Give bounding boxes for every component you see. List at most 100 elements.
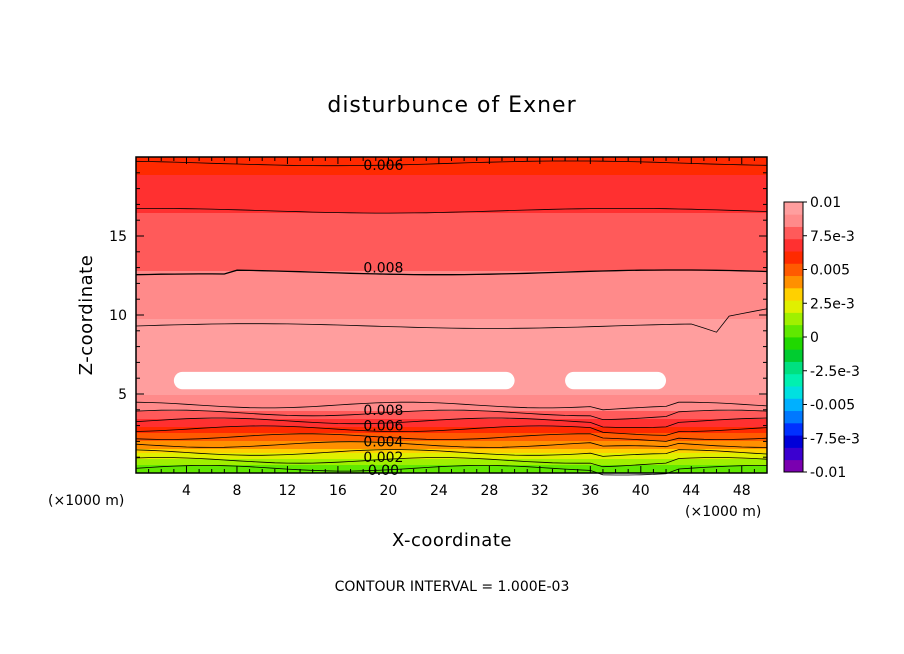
colorbar-swatch [784,287,803,301]
contour-band [136,463,767,466]
contour-band [136,353,767,356]
colorbar-swatch [784,410,803,424]
above-range-patches [173,371,667,390]
contour-band [136,313,767,316]
contour-band [136,291,767,294]
contour-band [136,189,767,192]
contour-line [135,160,768,167]
contour-band [136,367,767,370]
contour-band [136,451,767,454]
contour-band [136,363,767,366]
contour-band [136,263,767,266]
contour-band [136,287,767,290]
contour-line [135,465,767,476]
contour-band [136,221,767,224]
contour-band [136,345,767,348]
contour-band [136,349,767,352]
contour-band [136,401,767,404]
chart-title: disturbunce of Exner [327,93,576,118]
contour-band [136,395,767,398]
contour-band [136,217,767,220]
colorbar-swatch [784,300,803,313]
x-tick-label: 20 [379,483,397,499]
x-tick-label: 4 [182,483,191,499]
contour-label: 0.006 [363,158,403,174]
above-range-patch [173,371,515,390]
contour-band [136,323,767,326]
contour-band [136,243,767,246]
x-axis-ticks: 4 8 12 16 20 24 28 32 36 40 44 48 [148,157,755,499]
colorbar-labels: 0.01 7.5e-3 0.005 2.5e-3 0 -2.5e-3 -0.005 -7.5e… [803,195,860,481]
contour-band [136,295,767,298]
contour-band [136,307,767,310]
contour-band [136,405,767,408]
contour-band [136,359,767,362]
contour-band [136,173,767,176]
colorbar-swatch [784,459,803,473]
contour-band [136,437,767,440]
colorbar-swatch [784,447,803,461]
contour-band [136,311,767,314]
contour-band [136,435,767,438]
x-tick-label: 36 [581,483,599,499]
contour-band [136,301,767,304]
contour-line [135,417,768,428]
colorbar-swatch [784,386,803,399]
colorbar-swatch [784,349,803,362]
colorbar-label: 0 [810,330,819,346]
contour-line [135,409,768,421]
contour-band [136,165,767,168]
contour-band [136,175,767,178]
contour-band [136,241,767,244]
contour-band [136,433,767,436]
contour-line [135,449,768,457]
contour-band [136,407,767,410]
x-tick-label: 24 [430,483,448,499]
y-tick-label: 5 [118,387,127,403]
contour-band [136,181,767,184]
contour-band [136,269,767,272]
contour-band [136,171,767,174]
contour-band [136,205,767,208]
colorbar-label: 7.5e-3 [810,229,855,245]
contour-band [136,201,767,204]
contour-band [136,393,767,396]
colorbar-swatch [784,398,803,412]
contour-band [136,447,767,450]
contour-band [136,283,767,286]
contour-band [136,351,767,354]
contour-line [135,401,768,411]
x-tick-label: 8 [232,483,241,499]
contour-band [136,399,767,402]
contour-band [136,425,767,428]
contour-band [136,457,767,460]
contour-band [136,253,767,256]
contour-band [136,277,767,280]
contour-band [136,459,767,462]
contour-band [136,403,767,406]
contour-band [136,419,767,422]
above-range-patch [565,371,667,390]
contour-band [136,309,767,312]
contour-band [136,177,767,180]
colorbar-label: -0.005 [810,398,855,414]
contour-band [136,319,767,322]
contour-band [136,467,767,470]
contour-band [136,235,767,238]
colorbar-swatch [784,202,803,215]
contour-band [136,455,767,458]
contour-band [136,431,767,434]
x-tick-label: 16 [329,483,347,499]
contour-band [136,305,767,308]
contour-band [136,461,767,464]
contour-band [136,299,767,302]
contour-line [135,308,768,333]
contour-band [136,209,767,212]
contour-band [136,343,767,346]
x-tick-label: 28 [480,483,498,499]
contour-band [136,261,767,264]
contour-band [136,197,767,200]
contour-label: 0.004 [363,434,403,450]
